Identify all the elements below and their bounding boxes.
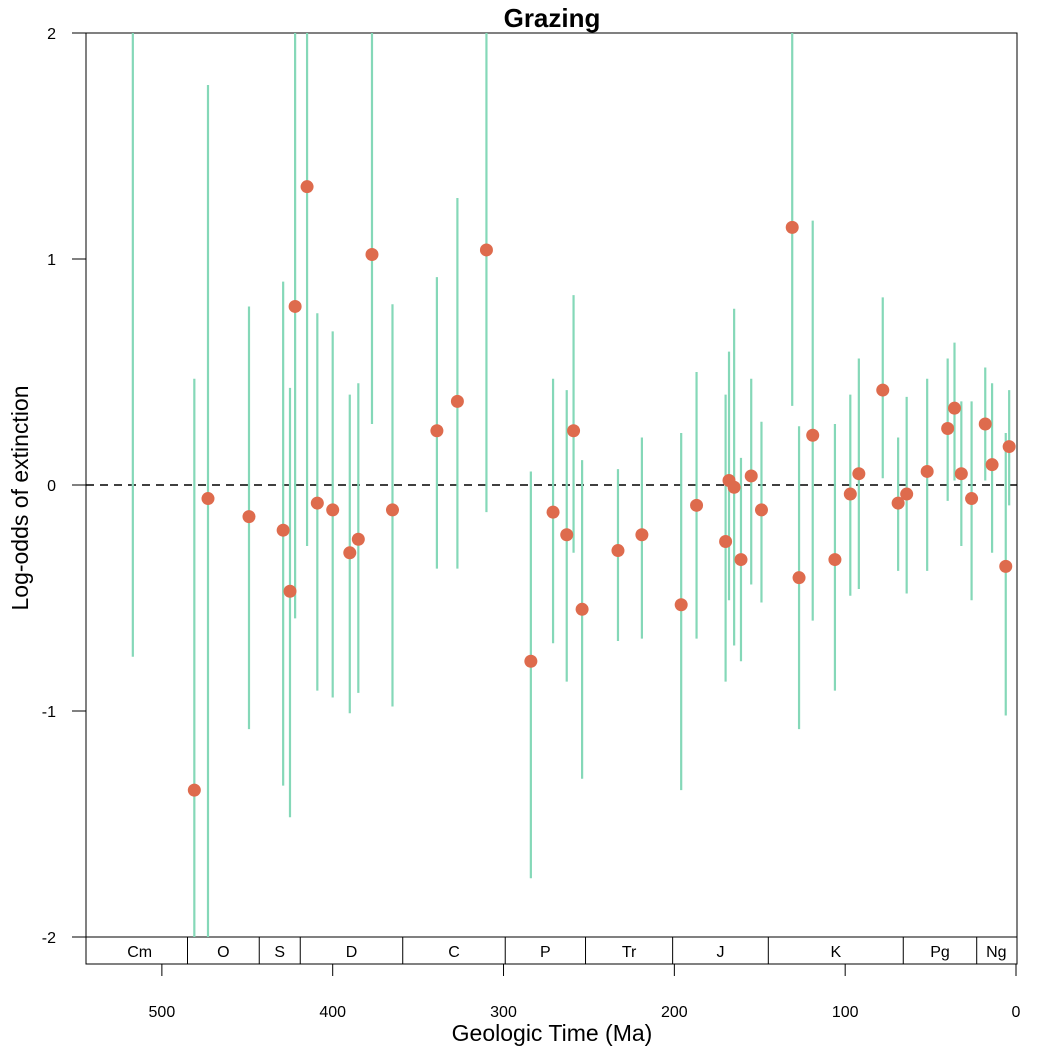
data-point (575, 602, 589, 616)
data-point (727, 480, 741, 494)
period-label: S (274, 944, 285, 961)
error-bars (131, 33, 1011, 937)
data-point (310, 496, 324, 510)
data-point (754, 503, 768, 517)
x-tick-label: 100 (832, 1004, 859, 1021)
x-tick-label: 300 (490, 1004, 517, 1021)
period-band: Cm O S D C P Tr J K Pg Ng (86, 936, 1017, 964)
data-point (560, 528, 574, 542)
period-label: Pg (930, 944, 950, 961)
data-point (843, 487, 857, 501)
period-label: D (346, 944, 358, 961)
y-axis: -2 -1 0 1 2 (42, 26, 86, 947)
data-point (1002, 440, 1016, 454)
x-tick-label: 0 (1012, 1004, 1021, 1021)
data-point (300, 180, 314, 194)
data-point (187, 783, 201, 797)
data-point (948, 401, 962, 415)
data-point (806, 428, 820, 442)
data-point (343, 546, 357, 560)
data-point (430, 424, 444, 438)
data-point (985, 458, 999, 472)
x-tick-label: 500 (149, 1004, 176, 1021)
data-point (635, 528, 649, 542)
data-point (792, 571, 806, 585)
data-point (385, 503, 399, 517)
data-point (900, 487, 914, 501)
data-point (288, 299, 302, 313)
x-tick-label: 400 (319, 1004, 346, 1021)
data-point (719, 535, 733, 548)
data-point (965, 492, 979, 506)
data-points (187, 180, 1016, 797)
data-point (276, 523, 290, 537)
data-point (828, 553, 842, 567)
data-point (450, 394, 464, 408)
period-label: P (540, 944, 551, 961)
y-tick-label: 0 (47, 478, 56, 495)
period-label: J (716, 944, 724, 961)
data-point (876, 383, 890, 397)
data-point (365, 247, 379, 261)
data-point (546, 505, 560, 519)
data-point (734, 553, 748, 567)
data-point (744, 469, 758, 483)
data-point (785, 220, 799, 234)
data-point (479, 243, 493, 257)
chart-title: Grazing (504, 3, 601, 33)
data-point (567, 424, 581, 438)
period-label: O (217, 944, 229, 961)
data-point (941, 422, 955, 435)
data-point (351, 532, 365, 546)
data-point (326, 503, 340, 517)
x-axis-label: Geologic Time (Ma) (452, 1020, 653, 1046)
data-point (242, 510, 256, 524)
plot-frame (85, 32, 1018, 965)
data-point (611, 544, 625, 558)
period-label: Tr (622, 944, 637, 961)
y-tick-label: 2 (47, 26, 56, 43)
x-tick-label: 200 (661, 1004, 688, 1021)
y-axis-label: Log-odds of extinction (7, 385, 33, 610)
y-tick-label: -2 (42, 930, 56, 947)
data-point (283, 584, 297, 598)
period-label: Cm (127, 944, 152, 961)
data-point (920, 464, 934, 478)
x-axis: 500 400 300 200 100 0 (149, 964, 1021, 1021)
data-point (891, 496, 905, 510)
data-point (674, 598, 688, 612)
y-tick-label: 1 (47, 252, 56, 269)
data-point (201, 492, 215, 506)
data-point (954, 467, 968, 481)
period-label: K (830, 944, 841, 961)
data-point (999, 559, 1013, 573)
y-tick-label: -1 (42, 704, 56, 721)
period-label: C (448, 944, 460, 961)
data-point (852, 467, 866, 481)
data-point (690, 498, 704, 512)
data-point (978, 417, 992, 431)
data-point (524, 654, 538, 668)
period-label: Ng (986, 944, 1006, 961)
